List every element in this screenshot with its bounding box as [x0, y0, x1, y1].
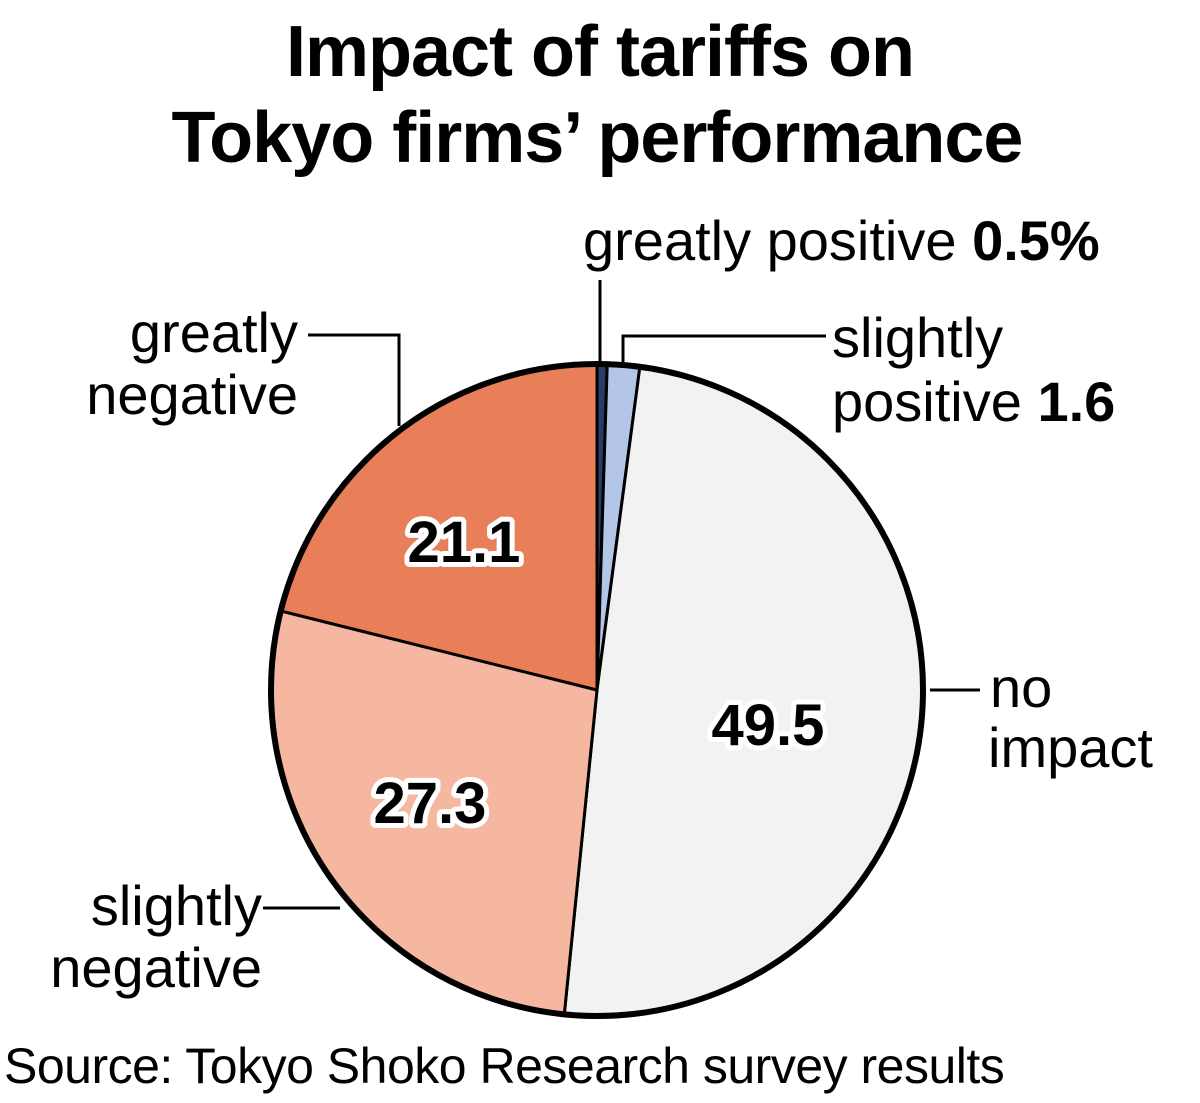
label-slightly-positive: slightly: [832, 306, 1003, 369]
value-greatly-positive: 0.5%: [972, 209, 1100, 272]
source-note: Source: Tokyo Shoko Research survey resu…: [4, 1038, 1005, 1094]
label-no-impact: no: [990, 656, 1052, 719]
leader-line-greatly-negative: [308, 333, 401, 426]
pie-outline: [268, 361, 926, 1019]
label-no-impact-line2: impact: [988, 716, 1153, 779]
chart-title-line-1: Impact of tariffs on: [285, 12, 915, 92]
value-slightly-positive: 1.6: [1037, 370, 1115, 433]
label-greatly-positive: greatly positive 0.5%: [583, 209, 1100, 272]
leader-lines: [263, 280, 980, 910]
label-greatly-negative: greatly: [130, 301, 298, 364]
value-no-impact: 49.5: [712, 693, 825, 758]
value-greatly-negative: 21.1: [408, 510, 521, 575]
label-slightly-negative-line2: negative: [50, 936, 262, 999]
value-slightly-negative: 27.3: [374, 771, 487, 836]
label-slightly-positive-line2: positive 1.6: [832, 370, 1115, 433]
leader-line-slightly-positive: [621, 334, 826, 362]
chart-title-line-2: Tokyo firms’ performance: [171, 98, 1024, 178]
label-slightly-negative: slightly: [91, 874, 262, 937]
pie-slices: [269, 362, 925, 1018]
label-greatly-negative-line2: negative: [86, 363, 298, 426]
